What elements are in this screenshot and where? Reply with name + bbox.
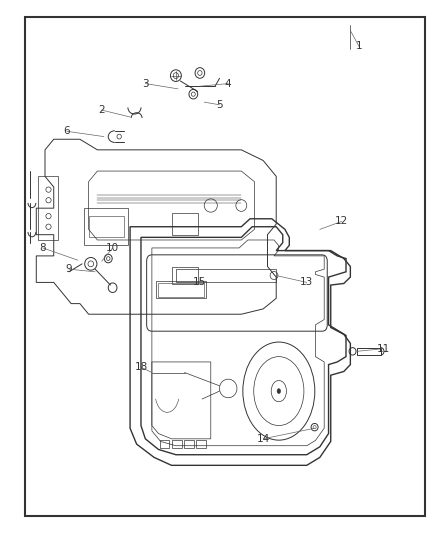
Text: 11: 11 [376, 344, 389, 354]
Text: 1: 1 [355, 42, 362, 52]
Text: 13: 13 [300, 277, 313, 287]
Text: 5: 5 [215, 100, 223, 110]
Bar [88, 216, 123, 237]
Ellipse shape [276, 389, 280, 393]
Bar [176, 269, 276, 282]
Text: 18: 18 [134, 362, 147, 372]
Bar [172, 440, 181, 448]
Text: 12: 12 [334, 216, 347, 227]
Text: 8: 8 [39, 243, 46, 253]
Text: 4: 4 [224, 78, 231, 88]
Text: 6: 6 [64, 126, 70, 136]
Text: 2: 2 [98, 105, 105, 115]
Text: 9: 9 [66, 264, 72, 274]
Bar [171, 266, 197, 284]
Bar [158, 283, 204, 297]
Bar [156, 281, 206, 298]
Bar [171, 214, 197, 235]
Text: 10: 10 [106, 243, 119, 253]
Text: 3: 3 [142, 78, 148, 88]
Bar [196, 440, 205, 448]
Bar [356, 348, 380, 355]
Bar [39, 176, 58, 240]
Bar [159, 440, 169, 448]
Bar [84, 208, 127, 245]
Bar [184, 440, 193, 448]
Text: 15: 15 [193, 277, 206, 287]
Text: 14: 14 [256, 434, 269, 444]
